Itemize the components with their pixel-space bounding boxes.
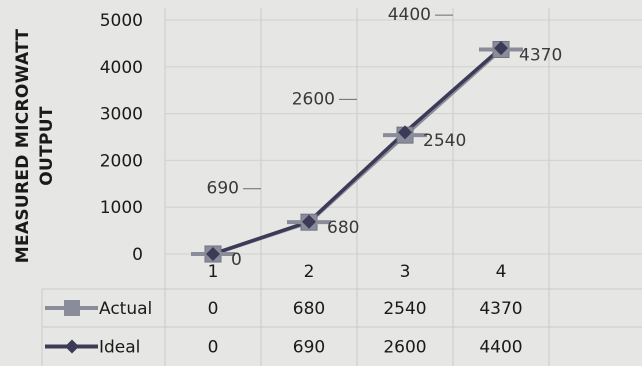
series-point-ideal bbox=[398, 125, 412, 140]
table-cell: 680 bbox=[293, 299, 325, 319]
y-tick-label: 1000 bbox=[100, 198, 143, 218]
table-cell: 4370 bbox=[479, 299, 522, 319]
series-point-ideal bbox=[494, 41, 508, 56]
table-cell: 2600 bbox=[383, 338, 426, 358]
x-tick-label: 1 bbox=[208, 262, 219, 282]
series-point-ideal bbox=[302, 214, 316, 229]
table-cell: 690 bbox=[293, 338, 325, 358]
series-line-ideal bbox=[212, 46, 503, 256]
table-cell: 4400 bbox=[479, 338, 522, 358]
x-tick-label: 3 bbox=[400, 262, 411, 282]
data-label-ideal: 690 bbox=[207, 179, 239, 199]
y-tick-label: 3000 bbox=[100, 105, 143, 125]
y-tick-label: 0 bbox=[132, 245, 143, 265]
legend-label: Ideal bbox=[99, 338, 140, 358]
y-tick-label: 5000 bbox=[100, 11, 143, 31]
data-label-actual: 680 bbox=[327, 218, 359, 238]
gridlines bbox=[164, 8, 642, 366]
series-markers bbox=[191, 40, 523, 263]
data-label-actual: 0 bbox=[231, 250, 242, 270]
data-table: Actual 0 680 2540 4370 Ideal 0 690 2600 4400 bbox=[41, 288, 642, 366]
x-tick-label: 2 bbox=[304, 262, 315, 282]
table-cell: 0 bbox=[208, 338, 219, 358]
legend-square-marker bbox=[64, 300, 80, 316]
y-axis-title-line-2: OUTPUT bbox=[37, 106, 57, 186]
data-label-ideal: 2600 bbox=[292, 89, 335, 109]
data-label-actual: 2540 bbox=[423, 131, 466, 151]
data-labels: 0 680 2540 4370 690 2600 4400 bbox=[207, 5, 563, 270]
y-tick-label: 2000 bbox=[100, 151, 143, 171]
x-axis-ticks: 1 2 3 4 bbox=[208, 262, 507, 282]
y-axis-ticks: 0 1000 2000 3000 4000 5000 bbox=[100, 11, 143, 265]
y-tick-label: 4000 bbox=[100, 58, 143, 78]
series-point-ideal bbox=[206, 247, 220, 261]
table-cell: 0 bbox=[208, 299, 219, 319]
table-cell: 2540 bbox=[383, 299, 426, 319]
data-label-actual: 4370 bbox=[519, 45, 562, 65]
y-axis-title-line-1: MEASURED MICROWATT bbox=[13, 29, 33, 264]
data-label-ideal: 4400 bbox=[388, 5, 431, 25]
series-lines bbox=[212, 46, 503, 256]
legend-label: Actual bbox=[99, 299, 152, 319]
x-tick-label: 4 bbox=[496, 262, 507, 282]
y-axis-title: MEASURED MICROWATT OUTPUT bbox=[13, 29, 57, 264]
legend-diamond-marker bbox=[65, 339, 79, 354]
